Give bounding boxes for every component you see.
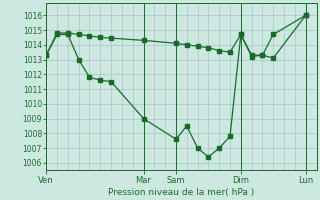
X-axis label: Pression niveau de la mer( hPa ): Pression niveau de la mer( hPa ) xyxy=(108,188,254,197)
